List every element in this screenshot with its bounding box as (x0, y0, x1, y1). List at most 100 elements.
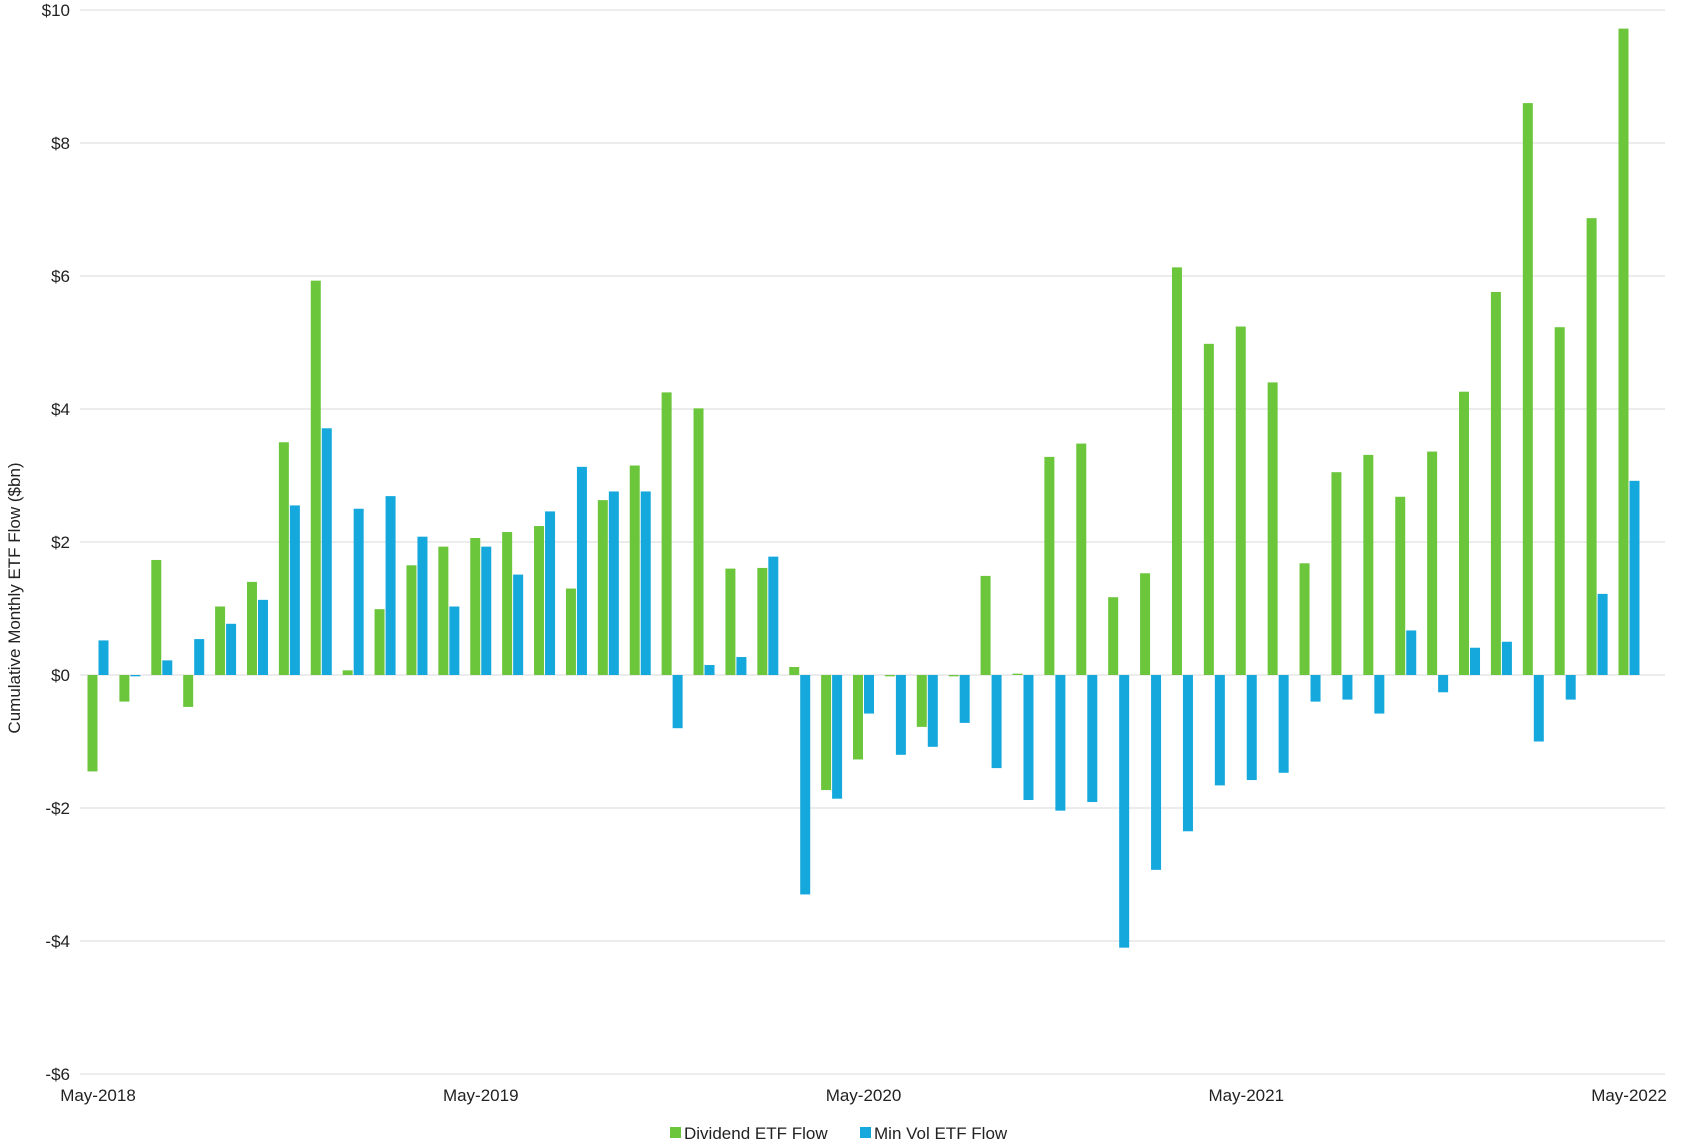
min-vol-bar (289, 505, 300, 675)
dividend-bar (1076, 443, 1087, 675)
dividend-bar (661, 392, 672, 675)
dividend-bar (725, 568, 736, 675)
dividend-bar (789, 667, 800, 675)
min-vol-bar (1501, 641, 1512, 675)
x-tick-label: May-2019 (443, 1086, 519, 1105)
y-tick-label: -$6 (45, 1065, 70, 1084)
dividend-bar (1459, 391, 1470, 675)
dividend-bar (980, 575, 991, 675)
min-vol-bar (226, 623, 237, 675)
dividend-bar (757, 567, 768, 675)
dividend-bar (151, 559, 162, 675)
dividend-bar (1235, 326, 1246, 675)
dividend-bar (183, 675, 194, 707)
dividend-bar (948, 675, 959, 677)
min-vol-bar (576, 466, 587, 675)
dividend-bar (374, 609, 385, 675)
min-vol-bar (1597, 593, 1608, 675)
dividend-bar (215, 606, 226, 675)
min-vol-bar (864, 675, 874, 714)
min-vol-bar (1342, 675, 1353, 700)
dividend-bar (119, 675, 130, 702)
min-vol-bar (257, 599, 268, 675)
legend-swatch-min-vol (860, 1127, 871, 1138)
dividend-bar (1140, 573, 1151, 675)
min-vol-bar (1565, 675, 1576, 700)
min-vol-bar (640, 491, 651, 675)
dividend-bar (821, 675, 832, 791)
min-vol-bar (608, 491, 619, 675)
dividend-bar (342, 670, 353, 675)
y-tick-label: $10 (42, 1, 70, 20)
y-axis-title: Cumulative Monthly ETF Flow ($bn) (5, 462, 24, 733)
bars (87, 28, 1640, 948)
legend: Dividend ETF Flow Min Vol ETF Flow (670, 1124, 1008, 1143)
min-vol-bar (1119, 675, 1130, 948)
min-vol-bar (768, 556, 779, 675)
dividend-bar (853, 675, 863, 760)
min-vol-bar (353, 508, 364, 675)
x-axis-tick-labels: May-2018 May-2019 May-2020 May-2021 May-2022 (60, 1086, 1667, 1105)
min-vol-bar (513, 574, 524, 675)
dividend-bar (502, 532, 513, 675)
legend-label-dividend: Dividend ETF Flow (684, 1124, 828, 1143)
dividend-bar (406, 565, 417, 675)
dividend-bar (1618, 28, 1629, 676)
min-vol-bar (1087, 675, 1098, 803)
min-vol-bar (1023, 675, 1034, 801)
min-vol-bar (1182, 675, 1193, 832)
min-vol-bar (1246, 675, 1257, 781)
min-vol-bar (194, 639, 205, 675)
min-vol-bar (1533, 675, 1544, 742)
y-tick-label: $6 (51, 267, 70, 286)
min-vol-bar (832, 675, 843, 799)
min-vol-bar (991, 675, 1002, 769)
min-vol-bar (704, 665, 715, 675)
dividend-bar (916, 675, 927, 727)
dividend-bar (1171, 267, 1182, 675)
dividend-bar (1395, 496, 1406, 675)
y-tick-label: $4 (51, 400, 70, 419)
dividend-bar (1363, 454, 1374, 675)
legend-swatch-dividend (670, 1127, 681, 1138)
min-vol-bar (545, 511, 556, 675)
min-vol-bar (1438, 675, 1449, 693)
dividend-bar (310, 280, 321, 675)
dividend-bar (1012, 673, 1023, 675)
min-vol-bar (1374, 675, 1385, 714)
y-tick-label: $8 (51, 134, 70, 153)
min-vol-bar (1214, 675, 1225, 786)
dividend-bar (597, 500, 608, 675)
min-vol-bar (927, 675, 938, 747)
dividend-bar (1490, 291, 1501, 675)
dividend-bar (470, 538, 481, 675)
dividend-bar (1331, 472, 1342, 675)
x-tick-label: May-2020 (826, 1086, 902, 1105)
dividend-bar (693, 408, 704, 675)
min-vol-bar (736, 657, 747, 675)
min-vol-bar (1470, 647, 1481, 675)
dividend-bar (246, 581, 257, 675)
dividend-bar (884, 675, 895, 677)
dividend-bar (1554, 327, 1565, 675)
dividend-bar (1267, 382, 1278, 675)
min-vol-bar (895, 675, 906, 755)
min-vol-bar (98, 640, 109, 675)
y-axis-tick-labels: $10 $8 $6 $4 $2 $0 -$2 -$4 -$6 (42, 1, 70, 1084)
min-vol-bar (1278, 675, 1289, 773)
y-tick-label: $2 (51, 533, 70, 552)
dividend-bar (534, 526, 545, 675)
min-vol-bar (1629, 480, 1640, 675)
min-vol-bar (959, 675, 970, 723)
dividend-bar (1299, 563, 1310, 675)
min-vol-bar (130, 675, 141, 677)
dividend-bar (1203, 343, 1214, 675)
dividend-bar (1427, 451, 1438, 675)
min-vol-bar (672, 675, 683, 729)
min-vol-bar (1406, 630, 1417, 675)
min-vol-bar (1151, 675, 1162, 870)
dividend-bar (565, 588, 576, 675)
dividend-bar (278, 442, 289, 675)
min-vol-bar (449, 606, 460, 675)
